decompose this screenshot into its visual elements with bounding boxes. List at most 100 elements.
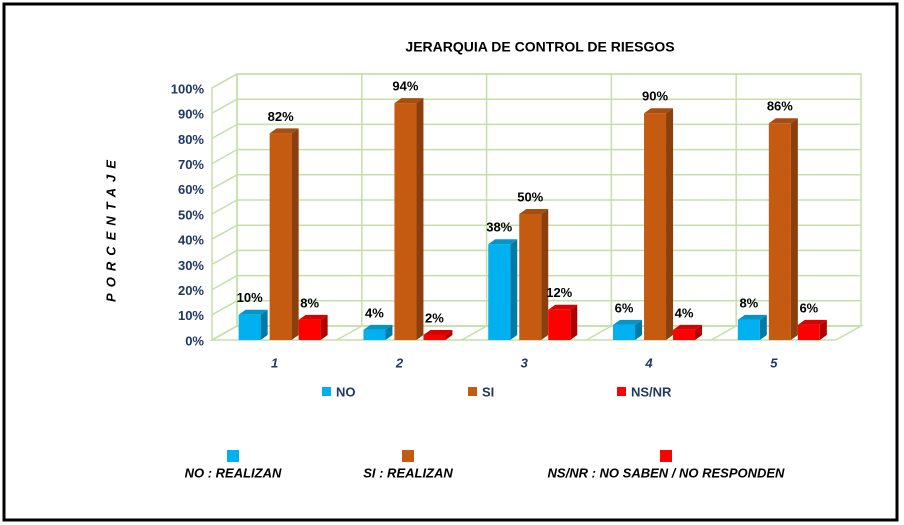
y-tick-label: 80%: [178, 132, 204, 147]
y-tick-label: 0%: [185, 333, 204, 348]
note-swatch: [227, 450, 239, 462]
note-label: NS/NR : NO SABEN / NO RESPONDEN: [548, 465, 786, 480]
bar-top: [423, 329, 453, 335]
bar-side: [260, 309, 268, 340]
bar-side: [416, 98, 424, 341]
bar: [394, 103, 417, 341]
bar-side: [445, 329, 453, 340]
value-label: 8%: [739, 295, 758, 310]
bar-side: [695, 324, 703, 340]
bar-side: [635, 319, 643, 340]
y-tick-label: 40%: [178, 233, 204, 248]
bar: [768, 123, 791, 340]
grid-line: [211, 249, 238, 266]
bar-side: [541, 209, 549, 340]
bar-top: [548, 304, 578, 310]
value-label: 2%: [425, 310, 444, 325]
value-label: 82%: [268, 109, 294, 124]
value-label: 8%: [300, 295, 319, 310]
value-label: 4%: [365, 305, 384, 320]
value-label: 12%: [546, 285, 572, 300]
bar: [238, 314, 261, 340]
legend-swatch: [617, 387, 626, 396]
bar-top: [238, 309, 268, 315]
bar-top: [644, 108, 674, 114]
x-tick-label: 5: [770, 355, 778, 370]
y-axis-label: PORCENTAJE: [103, 154, 118, 302]
note-swatch: [660, 450, 672, 462]
y-tick-label: 60%: [178, 182, 204, 197]
legend-label: SI: [482, 384, 494, 399]
value-label: 10%: [237, 290, 263, 305]
value-label: 6%: [799, 300, 818, 315]
bar: [488, 244, 511, 340]
grid-line: [211, 300, 238, 316]
y-tick-label: 50%: [178, 207, 204, 222]
bar: [548, 309, 571, 340]
floor-divider: [710, 325, 737, 341]
value-label: 38%: [486, 220, 512, 235]
legend-swatch: [322, 387, 331, 396]
bar-side: [790, 118, 798, 340]
value-label: 50%: [517, 189, 543, 204]
y-tick-label: 10%: [178, 308, 204, 323]
floor-divider: [336, 325, 363, 341]
bar-top: [298, 314, 328, 320]
bar: [673, 329, 696, 340]
bar: [797, 324, 820, 340]
bar-top: [737, 314, 767, 320]
grid-line: [211, 325, 238, 341]
y-tick-label: 30%: [178, 258, 204, 273]
bar-top: [797, 319, 827, 325]
grid-line: [211, 98, 238, 114]
bar-side: [291, 128, 299, 340]
bar-top: [613, 319, 643, 325]
bar-top: [768, 118, 798, 124]
grid-line: [211, 73, 238, 89]
grid-line: [211, 123, 238, 140]
bar: [269, 133, 292, 340]
value-label: 86%: [767, 99, 793, 114]
value-label: 90%: [642, 89, 668, 104]
note-swatch: [402, 450, 414, 462]
bar-side: [666, 108, 674, 340]
grid-line: [211, 199, 238, 215]
bar: [519, 214, 542, 340]
bar-side: [320, 314, 328, 340]
bar: [737, 319, 760, 340]
bar-top: [394, 98, 424, 104]
y-tick-label: 90%: [178, 107, 204, 122]
note-label: SI : REALIZAN: [363, 465, 453, 480]
grid-line: [211, 174, 238, 190]
value-label: 4%: [675, 305, 694, 320]
x-tick-label: 3: [521, 355, 529, 370]
bar-side: [759, 314, 767, 340]
bar-top: [673, 324, 703, 330]
y-tick-label: 100%: [171, 81, 205, 96]
legend-label: NS/NR: [631, 384, 672, 399]
y-tick-label: 20%: [178, 283, 204, 298]
bar: [423, 334, 446, 340]
bar: [613, 324, 636, 340]
bar-top: [363, 324, 393, 330]
x-tick-label: 2: [395, 355, 404, 370]
bar-top: [519, 209, 549, 214]
bar-side: [819, 319, 827, 340]
x-tick-label: 4: [644, 355, 653, 370]
value-label: 94%: [392, 79, 418, 94]
bar-side: [570, 304, 578, 340]
bar-top: [269, 128, 299, 134]
floor-divider: [586, 325, 612, 341]
chart-title: JERARQUIA DE CONTROL DE RIESGOS: [405, 39, 674, 55]
bar: [644, 113, 667, 340]
legend-swatch: [468, 387, 477, 396]
note-label: NO : REALIZAN: [185, 465, 282, 480]
value-label: 6%: [615, 300, 634, 315]
bar-top: [488, 239, 518, 245]
floor-divider: [461, 325, 487, 341]
x-tick-label: 1: [271, 355, 278, 370]
grid-line: [211, 224, 238, 240]
